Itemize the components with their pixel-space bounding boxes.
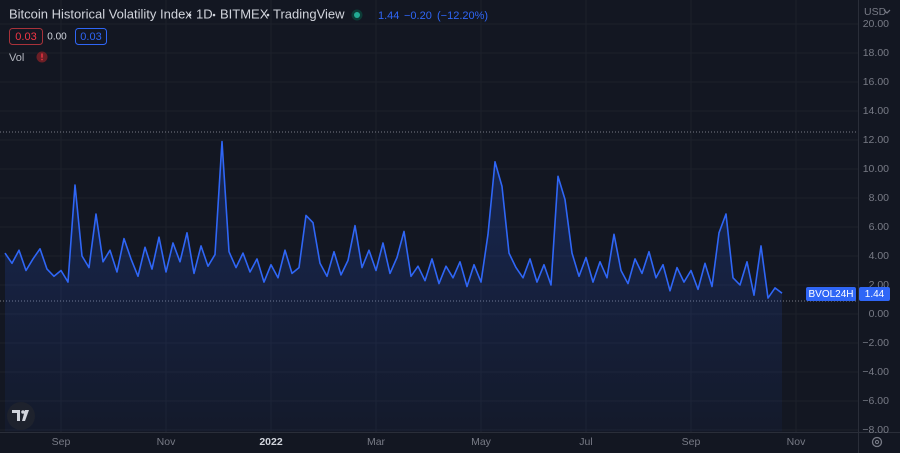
spread: 0.00 — [47, 32, 67, 43]
y-tick-label: 10.00 — [863, 163, 889, 175]
y-tick-label: 6.00 — [869, 221, 890, 233]
y-tick-label: 0.00 — [869, 308, 890, 320]
last-price-tag — [859, 287, 890, 301]
x-tick-label: May — [471, 436, 492, 448]
y-tick-label: −6.00 — [862, 395, 889, 407]
market-status-dot — [354, 12, 360, 18]
y-tick-label: 4.00 — [869, 250, 890, 262]
x-tick-label: Sep — [682, 436, 701, 448]
y-tick-label: 14.00 — [863, 105, 889, 117]
y-tick-label: 8.00 — [869, 192, 890, 204]
x-tick-label: Jul — [579, 436, 592, 448]
volume-label[interactable]: Vol — [9, 52, 24, 64]
change-pct: (−12.20%) — [437, 10, 488, 22]
buy-price: 0.03 — [80, 31, 101, 43]
source: TradingView — [273, 6, 345, 21]
separator — [212, 13, 216, 17]
x-tick-label: Sep — [52, 436, 71, 448]
y-tick-label: −4.00 — [862, 366, 889, 378]
last-price: 1.44 — [865, 289, 885, 300]
x-tick-label: Mar — [367, 436, 386, 448]
sell-badge[interactable] — [9, 28, 43, 45]
tradingview-logo[interactable] — [7, 402, 35, 430]
change: −0.20 — [404, 10, 432, 22]
y-tick-label: 16.00 — [863, 76, 889, 88]
symbol-title[interactable]: Bitcoin Historical Volatility Index — [9, 6, 192, 21]
x-tick-label: Nov — [157, 436, 176, 448]
y-tick-label: −8.00 — [862, 424, 889, 436]
line-series — [4, 140, 783, 299]
x-tick-label: 2022 — [259, 436, 283, 448]
series-name: BVOL24H — [808, 289, 853, 300]
y-tick-label: 18.00 — [863, 47, 889, 59]
interval[interactable]: 1D — [196, 6, 213, 21]
y-tick-label: 12.00 — [863, 134, 889, 146]
warning-icon[interactable] — [36, 51, 48, 63]
y-tick-label: 20.00 — [863, 18, 889, 30]
x-tick-label: Nov — [787, 436, 806, 448]
currency[interactable]: USD — [864, 6, 887, 18]
y-tick-label: −2.00 — [862, 337, 889, 349]
series-name-tag — [806, 287, 856, 301]
area-fill — [5, 141, 782, 432]
currency-chevron — [883, 9, 891, 14]
buy-badge[interactable] — [75, 28, 107, 45]
plot — [0, 131, 858, 432]
settings-button[interactable] — [871, 436, 883, 448]
separator — [188, 13, 192, 17]
last-value: 1.44 — [378, 10, 399, 22]
exchange: BITMEX — [220, 6, 269, 21]
separator — [266, 13, 270, 17]
sell-price: 0.03 — [15, 31, 36, 43]
